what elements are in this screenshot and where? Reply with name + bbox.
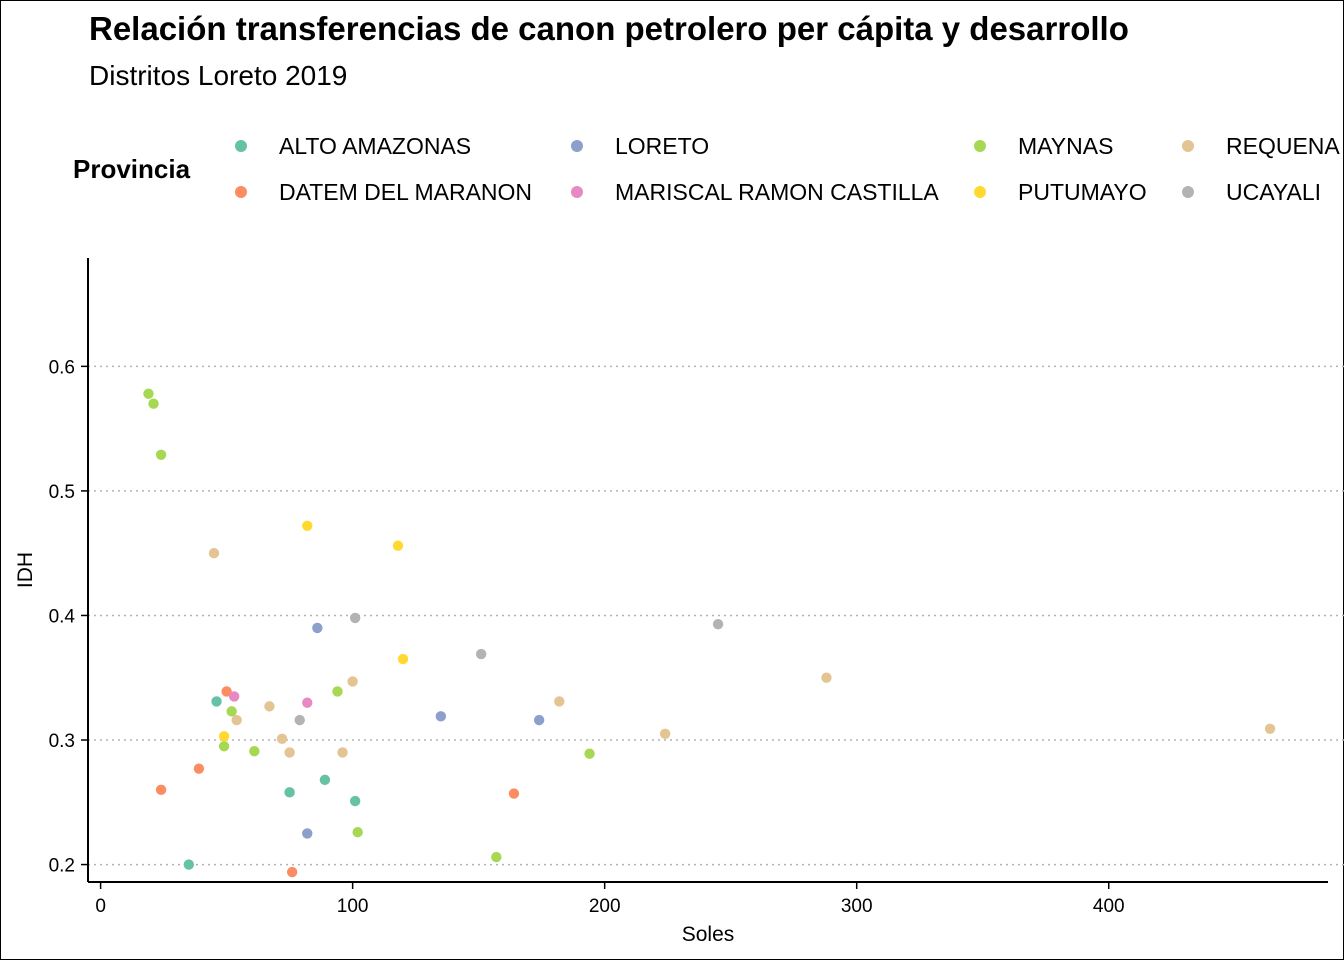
legend-label: ALTO AMAZONAS [279,133,472,159]
y-axis-ticks: 0.2 0.3 0.4 0.5 0.6 [49,357,88,877]
data-point-maynas [155,449,167,460]
data-point-putumayo [302,520,313,531]
data-point-loreto [312,622,323,634]
data-point-maynas [226,706,237,717]
y-tick-label: 0.5 [49,482,75,503]
legend-label: LORETO [615,133,710,159]
data-point-requena [231,714,242,726]
data-point-putumayo [218,731,230,742]
data-point-ucayali [475,648,487,660]
data-point-datem-del-maranon [155,784,167,796]
data-point-requena [347,676,358,687]
data-point-datem-del-maranon [508,788,520,799]
data-point-alto-amazonas [284,787,295,798]
data-point-datem-del-maranon [193,763,205,774]
data-point-requena [264,701,275,712]
data-point-requena [208,547,220,559]
data-point-requena [276,733,288,744]
data-point-maynas [491,851,502,863]
data-point-ucayali [712,618,724,630]
y-tick-label: 0.4 [49,606,76,627]
data-point-maynas [148,398,159,409]
x-tick-label: 100 [337,896,369,917]
data-points [143,388,1276,878]
gridlines [88,365,1344,866]
y-tick-label: 0.2 [49,856,75,877]
data-point-putumayo [397,653,409,665]
y-tick-label: 0.6 [49,357,75,378]
data-point-maynas [332,686,343,697]
data-point-requena [554,696,565,707]
data-point-ucayali [294,714,305,726]
data-point-maynas [218,741,230,752]
legend-swatch [974,186,986,198]
data-point-requena [659,728,671,739]
legend-label: MARISCAL RAMON CASTILLA [615,179,939,205]
data-point-requena [284,747,295,758]
legend-label: DATEM DEL MARANON [279,179,533,205]
data-point-mariscal-ramon-castilla [302,697,313,708]
data-point-putumayo [392,540,404,551]
legend-label: REQUENA [1226,133,1340,159]
data-point-datem-del-maranon [221,686,232,697]
data-point-loreto [435,711,447,722]
data-point-mariscal-ramon-castilla [228,691,240,702]
legend-swatch [1182,140,1194,152]
legend-swatch [1182,186,1194,198]
data-point-alto-amazonas [319,774,331,786]
data-point-requena [337,747,348,758]
data-point-loreto [302,828,313,839]
chart-subtitle: Distritos Loreto 2019 [89,60,348,91]
data-point-loreto [533,714,545,726]
legend-swatch [235,140,247,152]
chart-title: Relación transferencias de canon petrole… [89,10,1129,47]
legend-label: UCAYALI [1226,179,1322,205]
data-point-alto-amazonas [349,795,361,807]
data-point-maynas [249,746,260,757]
x-tick-label: 300 [841,896,873,917]
data-point-ucayali [349,612,361,624]
data-point-datem-del-maranon [286,866,298,878]
data-point-maynas [143,388,154,399]
x-axis-title: Soles [682,923,735,946]
legend-swatch [235,186,247,198]
legend-title: Provincia [73,154,191,184]
data-point-alto-amazonas [183,859,195,870]
legend-swatch [571,140,583,152]
legend-label: MAYNAS [1018,133,1114,159]
y-tick-label: 0.3 [49,731,75,752]
x-tick-label: 200 [589,896,621,917]
x-axis-ticks: 0 100 200 300 400 [95,882,1125,917]
data-point-requena [1264,723,1276,735]
y-axis-title: IDH [14,552,37,588]
x-tick-label: 400 [1093,896,1125,917]
legend-swatch [571,186,583,198]
x-tick-label: 0 [95,896,106,917]
data-point-maynas [352,826,363,838]
data-point-requena [821,672,832,683]
data-point-maynas [584,748,595,759]
data-point-alto-amazonas [211,696,222,707]
legend-label: PUTUMAYO [1018,179,1147,205]
legend-swatch [974,140,986,152]
